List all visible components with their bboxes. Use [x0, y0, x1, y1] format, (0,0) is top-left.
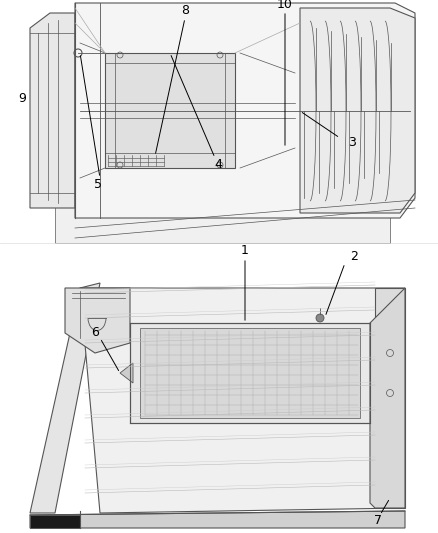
Polygon shape: [55, 188, 390, 243]
Polygon shape: [30, 13, 75, 208]
Polygon shape: [130, 323, 370, 423]
Polygon shape: [30, 283, 100, 513]
Text: 7: 7: [374, 514, 382, 528]
Text: 10: 10: [277, 0, 293, 11]
Polygon shape: [140, 328, 360, 418]
Polygon shape: [105, 53, 235, 168]
Polygon shape: [75, 3, 415, 218]
Polygon shape: [80, 288, 405, 513]
Polygon shape: [65, 288, 130, 353]
Polygon shape: [300, 8, 415, 213]
Polygon shape: [30, 515, 80, 528]
Text: 5: 5: [94, 179, 102, 191]
Polygon shape: [120, 363, 133, 383]
Polygon shape: [30, 511, 405, 528]
Text: 4: 4: [214, 158, 222, 172]
Text: 2: 2: [350, 251, 358, 263]
Text: 6: 6: [91, 327, 99, 340]
Text: 3: 3: [348, 136, 356, 149]
Text: 8: 8: [181, 4, 189, 18]
Circle shape: [316, 314, 324, 322]
Text: 9: 9: [18, 92, 26, 104]
Polygon shape: [375, 288, 405, 508]
Text: 1: 1: [241, 245, 249, 257]
Polygon shape: [370, 288, 405, 508]
